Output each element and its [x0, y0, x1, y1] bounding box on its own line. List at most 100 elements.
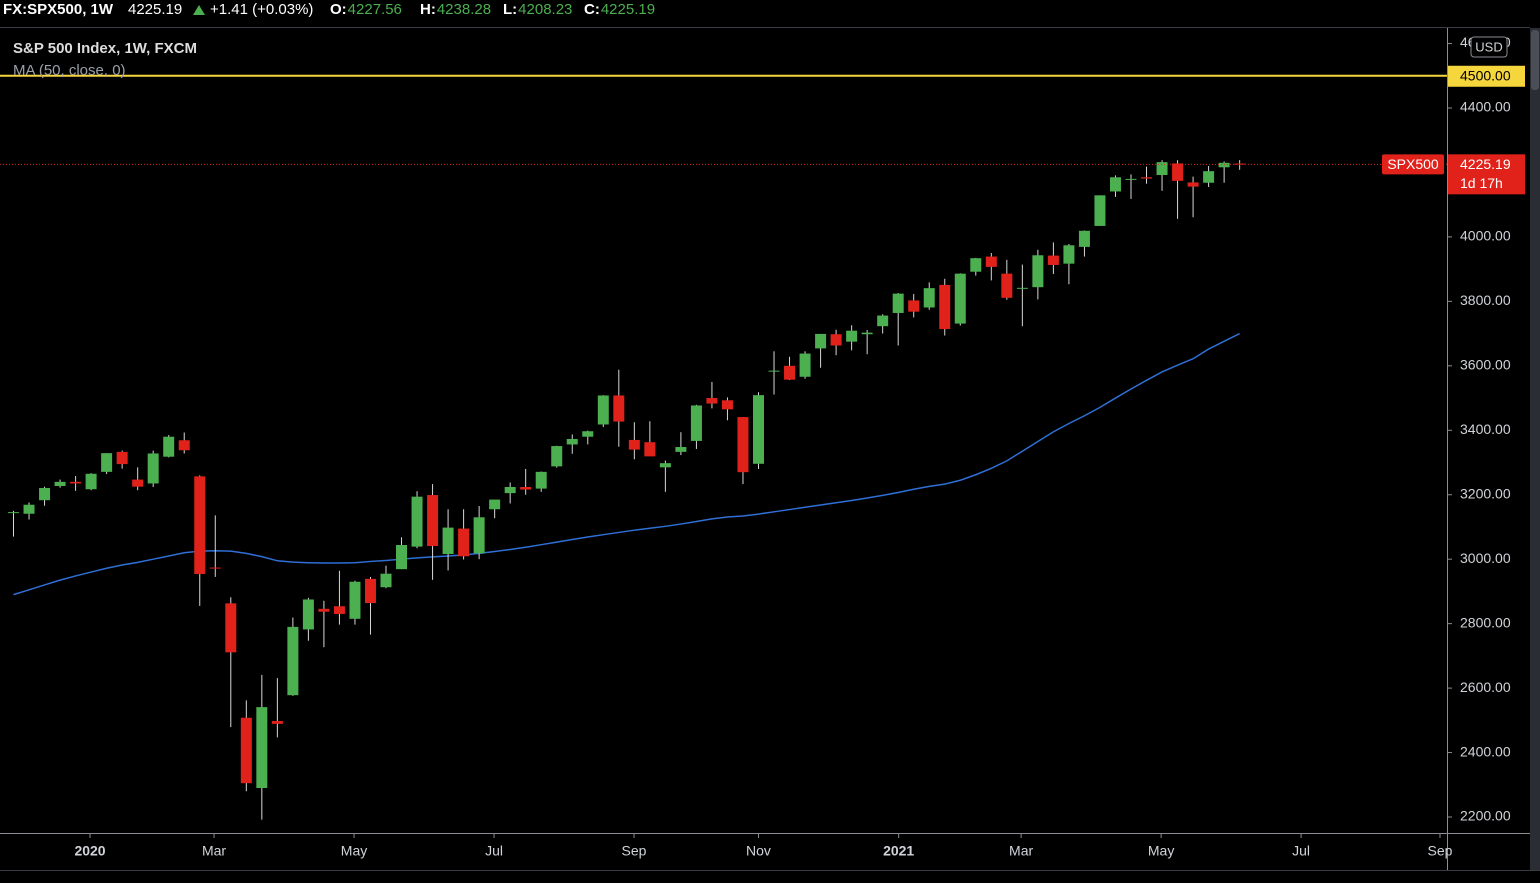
candle-body: [939, 284, 951, 330]
candle-body: [54, 481, 66, 487]
price-tag-value: 4225.19: [1460, 156, 1511, 172]
y-tick-label: 3000.00: [1460, 550, 1511, 566]
chart-title: S&P 500 Index, 1W, FXCM: [13, 40, 197, 57]
candle-body: [923, 288, 935, 308]
up-arrow: [193, 5, 205, 15]
x-tick-label: 2021: [883, 843, 914, 859]
y-tick-label: 2800.00: [1460, 614, 1511, 630]
x-tick-label: 2020: [74, 843, 105, 859]
ohlc-label: L:: [503, 1, 517, 18]
legend-ma[interactable]: MA (50, close, 0): [13, 62, 126, 79]
candle-body: [861, 332, 873, 335]
candle-body: [23, 504, 35, 514]
candle-body: [815, 333, 827, 349]
candle-body: [1001, 273, 1013, 298]
candle-body: [1047, 255, 1059, 265]
candle-body: [411, 496, 423, 547]
ohlc-readout: O: 4227.56 H: 4238.28 L: 4208.23 C: 4225.19: [330, 1, 655, 18]
candle-body: [551, 446, 563, 467]
x-tick-label: May: [1148, 843, 1174, 859]
ohlc-value: 4227.56: [348, 1, 402, 18]
candle-body: [209, 567, 221, 569]
ohlc-label: C:: [584, 1, 600, 18]
candle-body: [132, 479, 144, 487]
candle-body: [271, 720, 283, 724]
y-tick-label: 3200.00: [1460, 485, 1511, 501]
candle-body: [240, 717, 252, 784]
candle-body: [1203, 171, 1215, 183]
candle-body: [225, 603, 237, 653]
y-tick-label: 2600.00: [1460, 679, 1511, 695]
y-tick-label: 2400.00: [1460, 743, 1511, 759]
x-tick-label: Nov: [746, 843, 771, 859]
candle-body: [333, 606, 345, 614]
candle-body: [892, 293, 904, 313]
level-tag-label: 4500.00: [1460, 67, 1511, 83]
candle-body: [473, 517, 485, 554]
x-tick-label: May: [341, 843, 367, 859]
ohlc-label: O:: [330, 1, 347, 18]
candle-body: [178, 440, 190, 451]
ohlc-value: 4238.28: [437, 1, 491, 18]
candle-body: [1141, 177, 1153, 179]
candle-body: [830, 334, 842, 346]
candle-body: [690, 405, 702, 441]
last-price: 4225.19: [128, 1, 182, 18]
candle-body: [520, 486, 532, 490]
price-tag-countdown: 1d 17h: [1460, 175, 1503, 191]
candle-body: [364, 578, 376, 604]
candle-body: [954, 273, 966, 324]
candle-body: [85, 473, 97, 490]
x-tick-label: Mar: [1009, 843, 1033, 859]
y-tick-label: 3600.00: [1460, 357, 1511, 373]
symbol-tag: [1382, 154, 1444, 175]
candle-body: [566, 438, 578, 445]
candle-body: [846, 330, 858, 342]
candle-body: [458, 528, 470, 557]
y-tick-label: 4400.00: [1460, 99, 1511, 115]
symbol[interactable]: FX:SPX500, 1W: [3, 1, 114, 18]
candle-body: [489, 499, 501, 510]
x-tick-label: Jul: [485, 843, 503, 859]
candle-body: [1094, 195, 1106, 226]
candle-body: [597, 395, 609, 425]
y-tick-label: 3800.00: [1460, 292, 1511, 308]
candle-body: [1218, 162, 1230, 168]
ohlc-value: 4208.23: [518, 1, 572, 18]
candle-body: [644, 442, 656, 457]
scrollbar[interactable]: [1530, 28, 1540, 870]
y-tick-label: 3400.00: [1460, 421, 1511, 437]
symbol-tag-label: SPX500: [1387, 156, 1439, 172]
ohlc-label: H:: [420, 1, 436, 18]
ma-line: [13, 332, 1240, 596]
candle-body: [442, 527, 454, 555]
candle-body: [349, 581, 361, 619]
candle-body: [877, 315, 889, 327]
currency-label[interactable]: USD: [1475, 39, 1502, 54]
candle-body: [1032, 255, 1044, 288]
scrollbar-thumb[interactable]: [1531, 30, 1539, 90]
candle-body: [380, 573, 392, 588]
candle-body: [116, 451, 128, 465]
candle-body: [970, 258, 982, 272]
y-tick-label: 2200.00: [1460, 808, 1511, 824]
candle-body: [1156, 162, 1168, 176]
candle-body: [613, 395, 625, 422]
candle-body: [163, 436, 175, 457]
plot-area: [0, 74, 1447, 820]
candle-body: [908, 300, 920, 312]
candle-body: [1063, 245, 1075, 264]
candle-body: [784, 365, 796, 380]
x-tick-label: Mar: [202, 843, 226, 859]
candle-body: [318, 608, 330, 612]
candle-body: [427, 495, 439, 546]
candle-body: [302, 599, 314, 630]
y-tick-label: 4000.00: [1460, 228, 1511, 244]
price-tag: [1448, 154, 1525, 195]
candle-body: [504, 486, 516, 494]
candle-body: [799, 353, 811, 377]
candle-body: [1125, 178, 1137, 180]
